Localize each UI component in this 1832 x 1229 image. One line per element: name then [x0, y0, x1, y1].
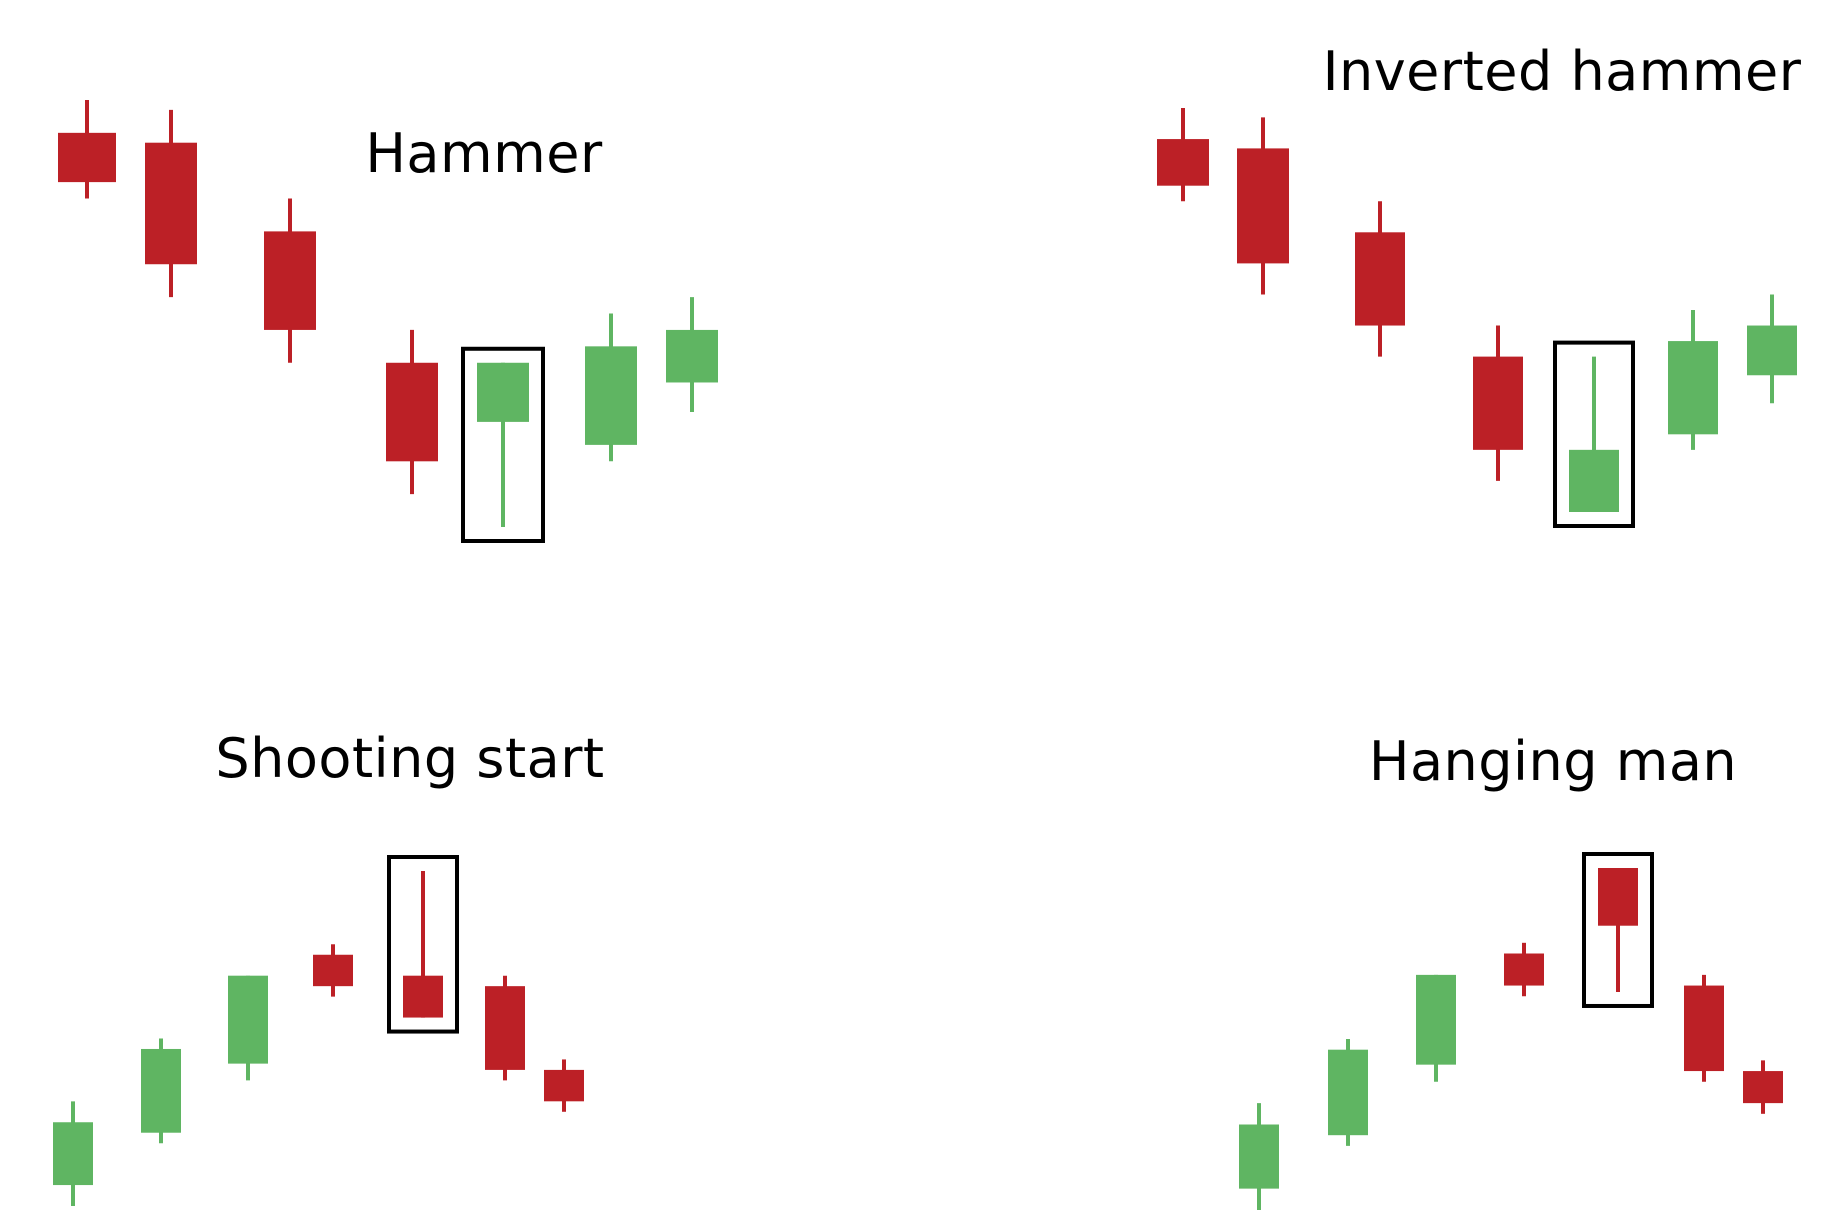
candle-bearish [1237, 117, 1289, 295]
candle-body [313, 954, 353, 987]
candle-body [1239, 1124, 1279, 1189]
candle-body [477, 362, 529, 422]
candle-body [386, 362, 438, 462]
hammer-candles [58, 100, 718, 543]
candle-body [403, 975, 443, 1018]
candle-body [228, 975, 268, 1064]
candle-bullish [1416, 974, 1456, 1082]
candle-bullish [1239, 1103, 1279, 1210]
candle-bearish [403, 871, 443, 1018]
candle-body [1416, 974, 1456, 1065]
candle-bullish [1569, 356, 1619, 512]
pattern-highlight-box [1553, 340, 1635, 528]
candle-body [1237, 148, 1289, 264]
candle-bullish [53, 1101, 93, 1206]
candle-bearish [1504, 942, 1544, 997]
candle-bullish [1668, 310, 1718, 450]
candle-bullish [477, 362, 529, 527]
inverted-hammer-title: Inverted hammer [1323, 40, 1802, 103]
candle-body [1569, 449, 1619, 512]
inverted-hammer-panel: Inverted hammer [1157, 40, 1802, 528]
candle-bullish [666, 297, 718, 413]
candle-body [1598, 868, 1638, 926]
hanging-man-candles [1239, 852, 1783, 1210]
candle-bearish [58, 100, 116, 199]
candle-body [1668, 341, 1718, 435]
candle-bearish [1598, 868, 1638, 992]
candle-bullish [1328, 1039, 1368, 1146]
candle-bearish [386, 329, 438, 495]
candle-body [1747, 325, 1797, 376]
candle-body [141, 1048, 181, 1133]
shooting-star-candles [53, 855, 584, 1206]
candle-bearish [145, 109, 197, 298]
shooting-star-panel: Shooting start [53, 727, 604, 1206]
pattern-highlight-box [1582, 852, 1654, 1008]
candle-body [145, 142, 197, 265]
pattern-highlight-box [387, 855, 459, 1034]
candle-body [585, 346, 637, 445]
candle-body [1328, 1049, 1368, 1136]
candle-bearish [264, 198, 316, 363]
candle-body [1684, 985, 1724, 1072]
candle-bullish [585, 313, 637, 462]
shooting-star-title: Shooting start [215, 727, 604, 790]
candle-body [1355, 232, 1405, 326]
candle-bullish [141, 1038, 181, 1144]
candle-bearish [544, 1059, 584, 1112]
candle-bearish [313, 944, 353, 997]
candle-body [1157, 139, 1209, 186]
candle-bearish [485, 975, 525, 1081]
hanging-man-title: Hanging man [1369, 730, 1737, 793]
inverted-hammer-candles [1157, 108, 1797, 528]
candle-body [1743, 1071, 1783, 1104]
candle-body [58, 132, 116, 183]
candle-body [264, 231, 316, 330]
pattern-highlight-box [461, 346, 545, 543]
hanging-man-panel: Hanging man [1239, 730, 1783, 1210]
hammer-title: Hammer [365, 122, 603, 185]
candle-bearish [1684, 974, 1724, 1082]
candle-body [666, 329, 718, 383]
candle-bullish [228, 975, 268, 1081]
candle-bearish [1743, 1060, 1783, 1114]
candle-body [53, 1122, 93, 1186]
candle-bearish [1157, 108, 1209, 202]
hammer-panel: Hammer [58, 100, 718, 543]
candle-bearish [1473, 325, 1523, 481]
candle-body [544, 1069, 584, 1102]
candle-body [1504, 953, 1544, 986]
candle-body [1473, 356, 1523, 450]
candle-bullish [1747, 294, 1797, 404]
candle-bearish [1355, 201, 1405, 357]
candle-body [485, 986, 525, 1070]
